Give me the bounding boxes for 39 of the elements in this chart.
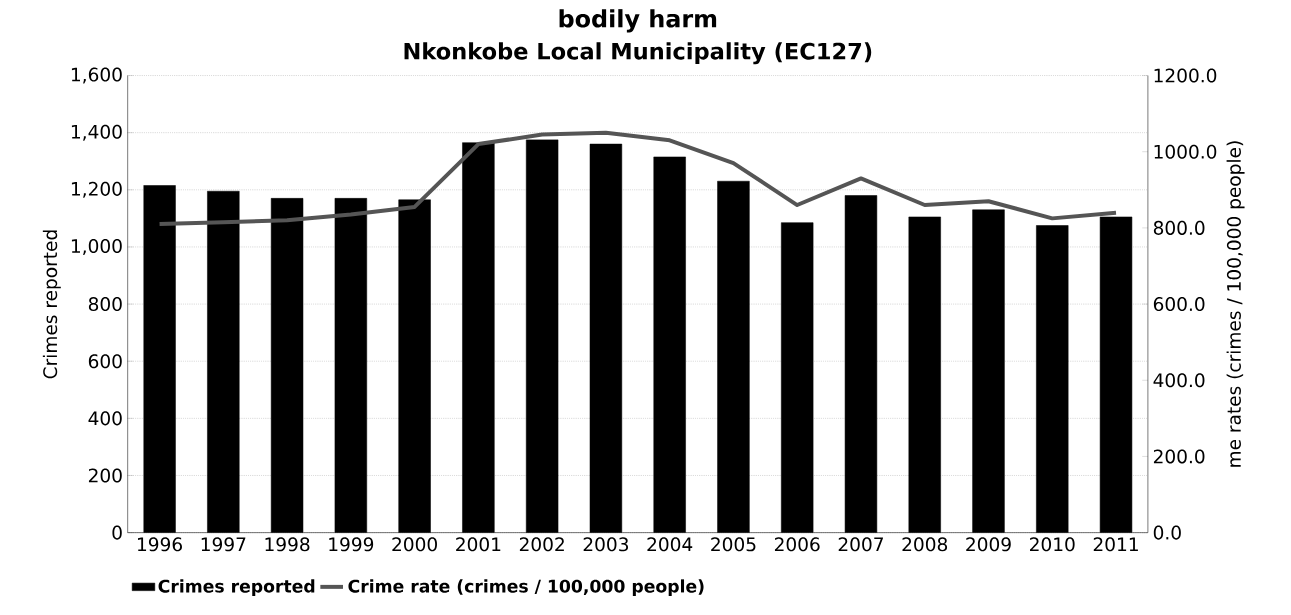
- y-tick-label: 400: [88, 411, 122, 426]
- x-tick-label: 2005: [711, 537, 756, 552]
- x-tick-label: 1998: [265, 537, 310, 552]
- y-tick-label: 1,200: [71, 181, 122, 198]
- x-tick-label: 1997: [201, 537, 246, 552]
- x-tick-label: 2009: [966, 537, 1011, 552]
- x-tick-label: 2000: [392, 537, 437, 552]
- y2-tick-label: 0.0: [1153, 525, 1181, 540]
- x-tick-label: 2010: [1030, 537, 1075, 552]
- x-tick-label: 2001: [456, 537, 501, 552]
- y-tick-label: 800: [88, 297, 122, 312]
- legend-label: Crimes reported: [158, 579, 315, 597]
- x-tick-label: 2008: [902, 537, 948, 552]
- y2-axis-title: me rates (crimes / 100,000 people): [1226, 141, 1245, 467]
- y-tick-label: 600: [88, 354, 122, 369]
- line-series: [157, 130, 1119, 227]
- legend-label: Crime rate (crimes / 100,000 people): [348, 579, 704, 597]
- y-tick-label: 1,600: [71, 67, 122, 84]
- y-tick-label: 200: [88, 468, 122, 483]
- x-tick-label: 2004: [647, 537, 693, 552]
- x-tick-label: 1999: [329, 537, 374, 552]
- y-tick-label: 1,400: [71, 124, 122, 141]
- y2-tick-label: 600.0: [1153, 297, 1205, 312]
- x-tick-label: 2007: [838, 537, 883, 552]
- y2-tick-label: 1200.0: [1154, 68, 1217, 83]
- x-tick-label: 2011: [1093, 537, 1138, 552]
- y-axis-title: Crimes reported: [42, 230, 61, 379]
- y2-tick-label: 200.0: [1153, 449, 1205, 464]
- y2-tick-label: 400.0: [1153, 373, 1205, 388]
- x-tick-label: 1996: [137, 537, 182, 552]
- y2-tick-label: 800.0: [1153, 220, 1205, 236]
- chart-title: bodily harm: [559, 9, 717, 33]
- y2-tick-label: 1000.0: [1154, 144, 1217, 159]
- y-tick-label: 0: [112, 525, 122, 540]
- x-tick-label: 2006: [774, 537, 820, 552]
- y-tick-label: 1,000: [71, 239, 122, 256]
- x-tick-label: 2002: [519, 537, 564, 552]
- x-tick-label: 2003: [583, 537, 629, 552]
- chart-subtitle: Nkonkobe Local Municipality (EC127): [404, 42, 872, 65]
